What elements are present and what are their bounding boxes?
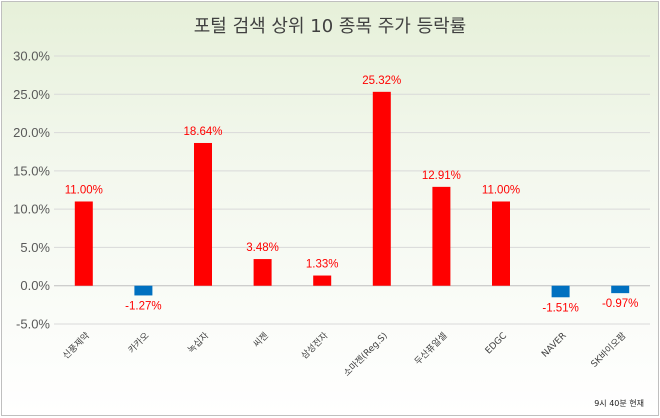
category-label: 카카오 xyxy=(126,330,151,355)
category-label: 소마젠(Reg.S) xyxy=(341,330,389,378)
category-label: 씨젠 xyxy=(251,330,270,349)
y-tick-label: 0.0% xyxy=(20,278,50,293)
bar xyxy=(134,285,153,296)
category-label: 신풍제약 xyxy=(60,330,92,362)
y-tick-label: -5.0% xyxy=(16,317,50,332)
data-label: -1.27% xyxy=(125,300,161,312)
data-label: 3.48% xyxy=(246,242,279,254)
y-tick-label: 25.0% xyxy=(13,87,50,102)
category-label: EDGC xyxy=(484,331,509,356)
data-label: 1.33% xyxy=(306,259,339,271)
bar xyxy=(492,201,510,286)
data-label: 12.91% xyxy=(422,170,461,182)
data-label: 18.64% xyxy=(183,126,222,138)
y-tick-label: 10.0% xyxy=(13,202,50,217)
bar xyxy=(611,285,630,294)
bar xyxy=(313,275,332,286)
bar xyxy=(253,259,272,286)
category-label: SK바이오팜 xyxy=(589,330,628,369)
bar xyxy=(372,91,391,286)
category-label: 녹십자 xyxy=(186,330,212,356)
category-label: 삼성전자 xyxy=(299,330,331,362)
category-label: NAVER xyxy=(540,331,569,360)
data-label: 25.32% xyxy=(362,75,401,87)
bar xyxy=(432,186,451,286)
data-label: 11.00% xyxy=(482,184,520,196)
bar xyxy=(74,201,93,286)
data-label: -1.51% xyxy=(542,302,578,314)
y-tick-label: 5.0% xyxy=(20,240,50,255)
bar xyxy=(551,285,570,298)
category-label: 두산퓨얼셀 xyxy=(412,330,449,367)
y-tick-label: 30.0% xyxy=(13,49,50,64)
data-label: -0.97% xyxy=(602,298,638,310)
data-label: 11.00% xyxy=(65,184,103,196)
bar xyxy=(194,142,212,286)
chart-footnote: 9시 40분 현재 xyxy=(594,399,644,408)
y-tick-label: 15.0% xyxy=(13,163,50,178)
chart-title: 포털 검색 상위 10 종목 주가 등락률 xyxy=(193,16,467,37)
y-tick-label: 20.0% xyxy=(13,125,50,140)
